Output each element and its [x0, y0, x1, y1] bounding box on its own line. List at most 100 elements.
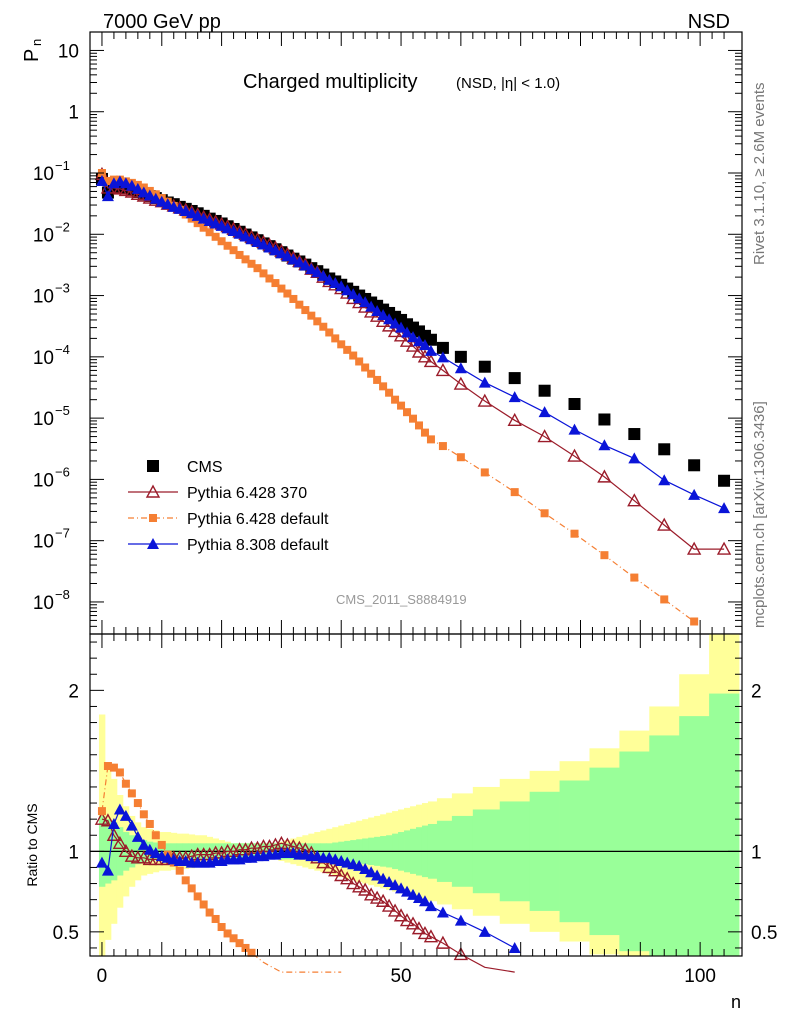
- series-pythia-8-308-default: [95, 175, 731, 514]
- y-tick-label: 10: [33, 470, 54, 491]
- data-point: [478, 360, 491, 373]
- series-pythia-6-428-default: [97, 169, 699, 626]
- ratio-point: [395, 882, 408, 894]
- data-point: [385, 388, 394, 397]
- ratio-y-tick-label: 1: [68, 842, 79, 863]
- ratio-point: [435, 935, 451, 949]
- data-point: [281, 250, 294, 262]
- rivet-label: Rivet 3.1.10, ≥ 2.6M events: [751, 83, 768, 266]
- data-point: [435, 362, 451, 377]
- data-point: [367, 369, 376, 378]
- data-point: [417, 349, 433, 363]
- data-point: [537, 429, 552, 443]
- data-point: [347, 288, 360, 300]
- data-point: [371, 304, 384, 316]
- data-point: [247, 259, 256, 268]
- data-point: [658, 474, 671, 486]
- y-tick-label: 10: [58, 41, 79, 62]
- ratio-point: [411, 921, 427, 935]
- ratio-point: [100, 813, 116, 827]
- data-point: [716, 541, 732, 555]
- data-point: [229, 246, 238, 255]
- data-point: [597, 469, 612, 483]
- data-point: [223, 241, 232, 250]
- ratio-point: [405, 916, 421, 930]
- data-point: [538, 406, 551, 418]
- data-point: [355, 357, 364, 366]
- data-point: [436, 341, 449, 354]
- ratio-point: [371, 869, 384, 881]
- legend-label: CMS: [187, 459, 223, 476]
- data-point: [301, 306, 310, 315]
- data-point: [191, 209, 204, 221]
- ratio-point: [217, 923, 226, 932]
- data-point: [628, 452, 641, 464]
- ratio-point: [115, 768, 124, 777]
- data-point: [414, 421, 423, 430]
- data-point: [407, 331, 420, 343]
- source-label: mcplots.cern.ch [arXiv:1306.3436]: [751, 401, 768, 628]
- ratio-point: [121, 779, 130, 788]
- ratio-point: [334, 868, 349, 882]
- data-point: [131, 182, 144, 194]
- main-title: Charged multiplicity: [243, 71, 418, 93]
- y-tick-exponent: −3: [55, 281, 70, 296]
- ratio-point: [127, 789, 136, 798]
- ratio-point: [125, 819, 138, 831]
- legend-label: Pythia 8.308 default: [187, 537, 329, 554]
- data-point: [269, 244, 282, 256]
- data-point: [686, 541, 702, 555]
- data-point: [411, 344, 427, 358]
- data-point: [478, 376, 491, 388]
- y-axis-label-main: P n: [21, 39, 44, 62]
- ratio-point: [357, 882, 373, 896]
- data-point: [630, 573, 639, 582]
- ratio-point: [151, 831, 160, 840]
- data-point: [343, 345, 352, 354]
- ratio-point: [417, 925, 433, 940]
- data-point: [660, 595, 669, 604]
- data-point: [103, 177, 112, 186]
- data-point: [383, 313, 396, 325]
- stat-band-segment: [649, 735, 680, 956]
- ratio-point: [353, 859, 366, 871]
- legend-item-pythia-6-428-default: Pythia 6.428 default: [128, 511, 329, 528]
- ratio-point: [106, 827, 122, 841]
- ratio-point: [101, 864, 114, 876]
- y-tick-exponent: −6: [55, 464, 70, 479]
- y-tick-exponent: −2: [55, 219, 70, 234]
- ratio-point: [235, 939, 244, 948]
- ratio-point: [363, 887, 379, 901]
- data-point: [426, 435, 435, 444]
- data-point: [389, 317, 402, 329]
- data-point: [420, 428, 429, 437]
- ratio-point: [478, 925, 491, 937]
- legend-marker: [149, 514, 157, 522]
- ratio-point: [369, 890, 385, 904]
- ratio-point: [119, 809, 132, 821]
- data-point: [323, 273, 336, 285]
- ratio-point: [365, 866, 378, 878]
- data-point: [241, 255, 250, 264]
- data-point: [436, 351, 449, 363]
- ratio-point: [193, 892, 202, 901]
- ratio-y-tick-label-right: 0.5: [751, 923, 777, 944]
- data-point: [418, 339, 431, 351]
- ratio-point: [97, 807, 106, 816]
- data-point: [283, 289, 292, 298]
- ratio-y-ticks: 0.5 0.5 1 1 2 2: [53, 641, 777, 949]
- ratio-panel: 0 50 100 0.5 0.5 1 1 2 2: [53, 32, 777, 987]
- ratio-series-pythia-8-308-default: [95, 803, 521, 953]
- legend-marker: [147, 538, 159, 549]
- data-point: [361, 363, 370, 372]
- ratio-point: [229, 934, 238, 943]
- ratio-point: [175, 866, 184, 875]
- data-point: [271, 279, 280, 288]
- y-axis-label: P: [21, 49, 43, 62]
- data-point: [307, 311, 316, 320]
- x-tick-label: 50: [390, 966, 411, 987]
- ratio-point: [124, 848, 140, 862]
- ratio-point: [205, 908, 214, 917]
- stat-band-segment: [679, 716, 710, 956]
